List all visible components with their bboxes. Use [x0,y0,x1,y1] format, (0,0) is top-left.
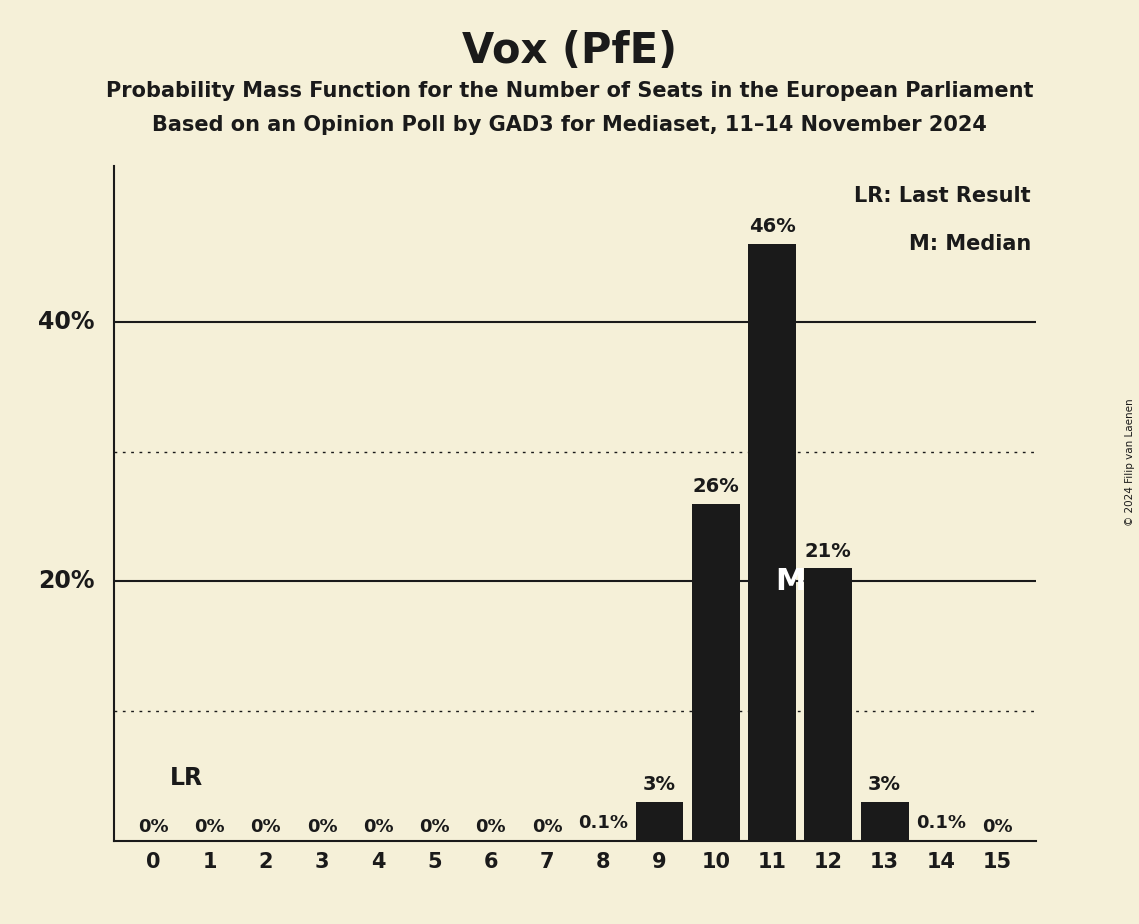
Text: 0%: 0% [532,818,563,835]
Bar [917,840,965,841]
Text: 0%: 0% [363,818,394,835]
Bar [691,504,739,841]
Text: 0.1%: 0.1% [916,814,966,832]
Text: LR: LR [170,766,203,790]
Text: Vox (PfE): Vox (PfE) [462,30,677,71]
Text: Probability Mass Function for the Number of Seats in the European Parliament: Probability Mass Function for the Number… [106,81,1033,102]
Text: 0%: 0% [138,818,169,835]
Text: 46%: 46% [748,217,795,237]
Text: © 2024 Filip van Laenen: © 2024 Filip van Laenen [1125,398,1134,526]
Text: Based on an Opinion Poll by GAD3 for Mediaset, 11–14 November 2024: Based on an Opinion Poll by GAD3 for Med… [153,115,986,135]
Text: LR: Last Result: LR: Last Result [854,186,1031,206]
Bar [636,802,683,841]
Bar [580,840,628,841]
Text: 20%: 20% [38,569,95,593]
Text: 40%: 40% [38,310,95,334]
Text: 3%: 3% [644,775,677,794]
Text: 0%: 0% [475,818,506,835]
Text: 21%: 21% [805,541,852,561]
Text: 0%: 0% [195,818,224,835]
Text: 3%: 3% [868,775,901,794]
Text: 0%: 0% [251,818,281,835]
Text: M: Median: M: Median [909,234,1031,254]
Text: 0%: 0% [306,818,337,835]
Text: 0%: 0% [982,818,1013,835]
Text: 0%: 0% [419,818,450,835]
Bar [804,568,852,841]
Text: M: M [775,567,805,596]
Bar [748,244,796,841]
Text: 26%: 26% [693,477,739,496]
Text: 0.1%: 0.1% [579,814,629,832]
Bar [861,802,909,841]
